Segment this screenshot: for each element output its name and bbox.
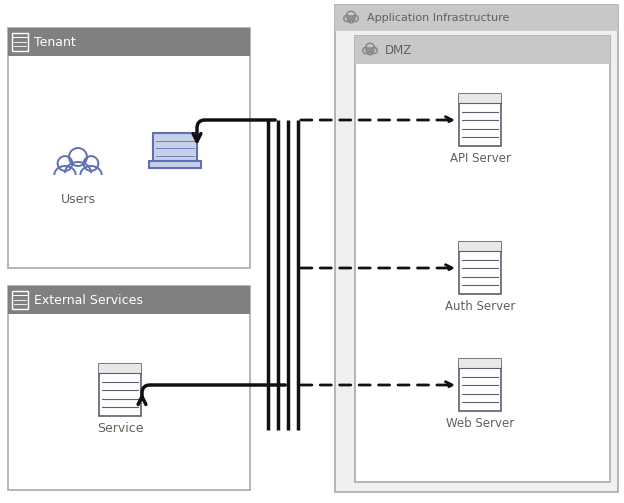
Text: Users: Users [61,193,95,206]
Bar [355,36,610,64]
Bar [459,242,501,252]
Bar [335,5,618,492]
Text: DMZ: DMZ [385,43,412,56]
Bar [8,286,250,314]
Text: Web Server: Web Server [446,417,514,430]
Bar [153,133,197,163]
Bar [459,94,501,146]
Bar [99,364,141,416]
Bar [12,33,28,51]
Text: External Services: External Services [34,293,143,306]
Text: Service: Service [97,422,144,435]
Bar [459,242,501,294]
Bar [355,36,610,482]
Bar [99,364,141,373]
Bar [12,291,28,309]
Bar [335,5,618,31]
Bar [149,161,201,168]
Text: API Server: API Server [449,152,510,165]
Bar [8,28,250,268]
Bar [459,359,501,411]
Bar [8,28,250,56]
Bar [8,286,250,490]
Text: Tenant: Tenant [34,36,76,48]
Bar [459,94,501,103]
Bar [369,52,371,54]
Bar [349,20,353,22]
Text: Application Infrastructure: Application Infrastructure [367,13,509,23]
Bar [459,359,501,368]
Text: Auth Server: Auth Server [445,300,515,313]
